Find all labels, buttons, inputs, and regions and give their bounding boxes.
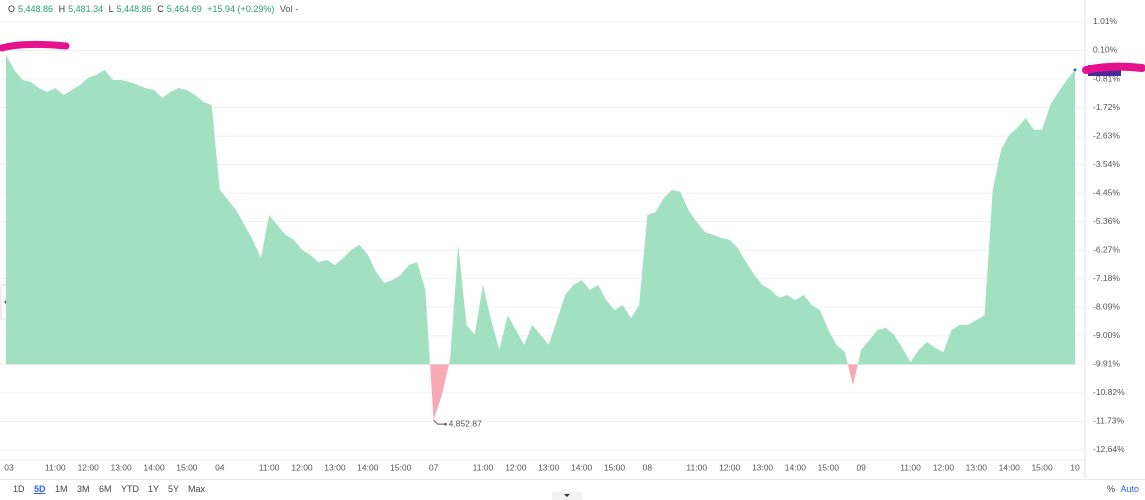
- ohlc-value: 5,448.86: [116, 4, 152, 14]
- x-tick-label: 13:00: [538, 462, 560, 472]
- x-tick-label: 11:00: [473, 462, 494, 472]
- range-button[interactable]: 3M: [77, 484, 90, 494]
- volume-label: Vol: [279, 4, 293, 14]
- last-point: [1073, 68, 1077, 72]
- x-tick-label: 07: [429, 462, 439, 472]
- range-button[interactable]: 1D: [13, 484, 25, 494]
- scale-mode[interactable]: %: [1106, 484, 1115, 494]
- y-tick-label: -10.82%: [1093, 387, 1125, 397]
- x-tick-label: 10: [1070, 462, 1080, 472]
- x-tick-label: 15:00: [818, 462, 840, 472]
- range-button[interactable]: 1Y: [148, 484, 160, 494]
- y-tick-label: 1.01%: [1093, 16, 1118, 26]
- ohlc-key: L: [108, 4, 114, 14]
- scale-auto[interactable]: Auto: [1120, 484, 1139, 494]
- y-tick-label: -7.18%: [1093, 273, 1120, 283]
- y-tick-label: -11.73%: [1093, 416, 1124, 426]
- ohlc-value: 5,464.69: [166, 4, 202, 14]
- redaction: [0, 40, 70, 52]
- y-tick-label: -2.63%: [1093, 130, 1120, 140]
- range-button[interactable]: YTD: [121, 484, 139, 494]
- area-above: [6, 54, 1075, 365]
- annotation: 4,852.87: [449, 418, 482, 428]
- ohlc-key: H: [58, 4, 66, 14]
- x-tick-label: 13:00: [966, 462, 988, 472]
- volume-value: -: [295, 4, 299, 14]
- y-tick-label: -9.00%: [1093, 330, 1120, 340]
- range-button[interactable]: 1M: [55, 484, 68, 494]
- x-tick-label: 15:00: [604, 462, 626, 472]
- x-tick-label: 13:00: [110, 462, 132, 472]
- x-tick-label: 14:00: [357, 462, 379, 472]
- x-tick-label: 14:00: [999, 462, 1021, 472]
- range-button[interactable]: 5Y: [168, 484, 180, 494]
- x-tick-label: 14:00: [571, 462, 593, 472]
- range-button[interactable]: Max: [188, 484, 206, 494]
- change: +15.94 (+0.29%): [207, 4, 275, 14]
- collapse-handle[interactable]: [552, 492, 582, 500]
- x-tick-label: 11:00: [45, 462, 66, 472]
- y-tick-label: -3.54%: [1093, 159, 1120, 169]
- y-tick-label: -12.64%: [1093, 444, 1125, 454]
- x-tick-label: 13:00: [324, 462, 346, 472]
- y-tick-label: -0.81%: [1093, 73, 1120, 83]
- y-tick-label: -1.72%: [1093, 102, 1120, 112]
- range-bar: % Auto 1D 5D 1M 3M 6M YTD 1Y 5Y Max: [0, 479, 1145, 500]
- ohlc-value: 5,481.34: [68, 4, 104, 14]
- y-tick-label: 0.10%: [1093, 45, 1118, 55]
- x-tick-label: 14:00: [143, 462, 165, 472]
- x-tick-label: 12:00: [78, 462, 100, 472]
- annotation-dot: [444, 422, 447, 426]
- x-tick-label: 15:00: [1031, 462, 1053, 472]
- x-tick-label: 12:00: [719, 462, 741, 472]
- x-tick-label: 09: [856, 462, 866, 472]
- x-tick-label: 12:00: [933, 462, 955, 472]
- x-tick-label: 13:00: [752, 462, 774, 472]
- x-tick-label: 08: [643, 462, 653, 472]
- y-tick-label: -8.09%: [1093, 302, 1120, 312]
- ohlc-key: O: [8, 4, 16, 14]
- ohlc-value: 5,448.86: [18, 4, 54, 14]
- x-tick-label: 12:00: [505, 462, 527, 472]
- x-tick-label: 11:00: [900, 462, 921, 472]
- y-tick-label: -9.91%: [1093, 359, 1120, 369]
- x-tick-label: 14:00: [785, 462, 807, 472]
- x-tick-label: 03: [4, 462, 14, 472]
- y-tick-label: -5.36%: [1093, 216, 1120, 226]
- range-button[interactable]: 6M: [99, 484, 112, 494]
- annotation-leader: [433, 419, 446, 425]
- y-tick-label: -6.27%: [1093, 244, 1120, 254]
- ohlc-key: C: [157, 4, 164, 14]
- x-tick-label: 04: [215, 462, 225, 472]
- x-tick-label: 11:00: [686, 462, 707, 472]
- y-tick-label: -4.45%: [1093, 187, 1120, 197]
- x-tick-label: 11:00: [259, 462, 280, 472]
- range-button[interactable]: 5D: [34, 484, 46, 494]
- ohlc-header: O 5,448.86 H 5,481.34 L 5,448.86 C 5,464.69 …: [8, 4, 301, 14]
- x-tick-label: 15:00: [176, 462, 198, 472]
- redaction: [1082, 62, 1145, 74]
- chart: 1.01% 0.10% -0.81% -1.72% -2.63% -3.54% -4.45%…: [0, 0, 1145, 478]
- x-tick-label: 12:00: [291, 462, 313, 472]
- x-tick-label: 15:00: [390, 462, 412, 472]
